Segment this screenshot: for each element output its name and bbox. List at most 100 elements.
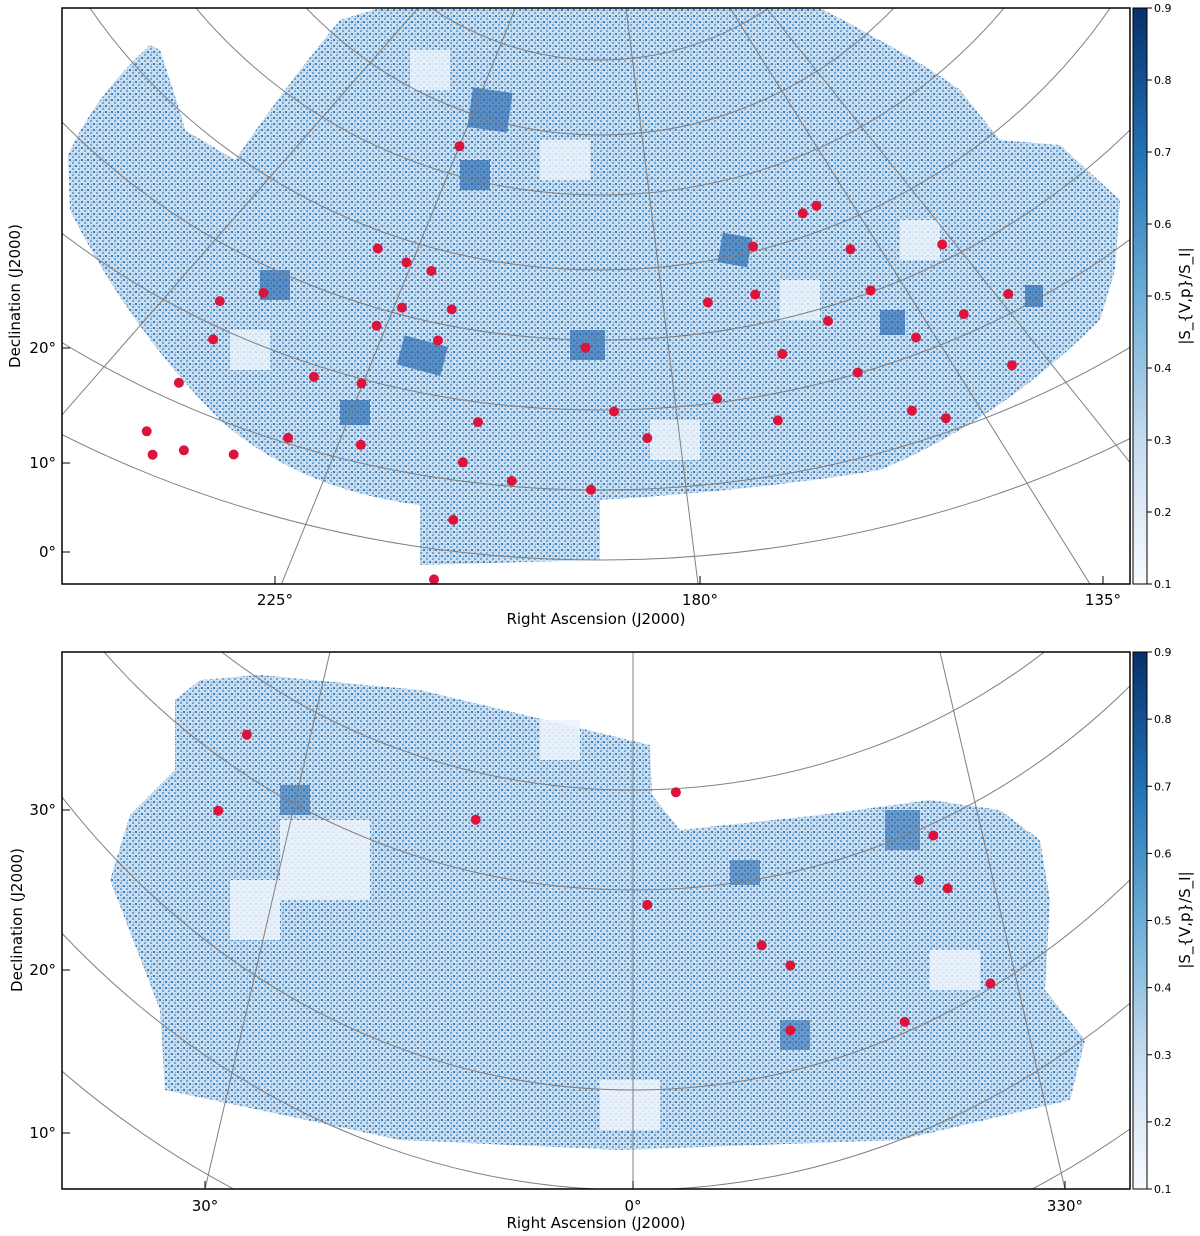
- colorbar-tick-label: 0.4: [1154, 362, 1172, 375]
- source-marker: [446, 304, 457, 315]
- colorbar-tick-label: 0.1: [1154, 1183, 1172, 1196]
- colorbar-tick-label: 0.3: [1154, 434, 1172, 447]
- source-marker: [865, 285, 876, 296]
- source-marker: [750, 289, 761, 300]
- bottom-dark-patches: [280, 785, 920, 1050]
- source-marker: [942, 883, 953, 894]
- colorbar-tick-label: 0.7: [1154, 780, 1172, 793]
- source-marker: [937, 239, 948, 250]
- bottom-light-patches: [230, 720, 980, 1130]
- source-marker: [712, 393, 723, 404]
- colorbar-tick-label: 0.5: [1154, 290, 1172, 303]
- source-marker: [940, 413, 951, 424]
- source-marker: [470, 814, 481, 825]
- top-panel: 225° 180° 135° 20° 10° 0° Right Ascensio…: [6, 2, 1195, 628]
- source-marker: [429, 574, 439, 584]
- top-survey-footprint: [68, 8, 1120, 565]
- source-marker: [702, 297, 713, 308]
- source-marker: [785, 960, 796, 971]
- source-marker: [173, 377, 184, 388]
- top-sky-map: [62, 8, 1130, 584]
- source-marker: [355, 439, 366, 450]
- source-marker: [214, 296, 225, 307]
- source-marker: [1003, 289, 1014, 299]
- colorbar-tick-label: 0.2: [1154, 1116, 1172, 1129]
- top-ytick-label: 0°: [39, 543, 56, 561]
- source-marker: [241, 729, 252, 740]
- bottom-axes-frame: [61, 651, 1131, 1190]
- bottom-survey-footprint: [110, 675, 1085, 1150]
- bottom-x-ticks: 30° 0° 330°: [192, 1181, 1083, 1215]
- source-marker: [506, 476, 517, 486]
- source-marker: [797, 208, 808, 219]
- source-marker: [178, 445, 189, 456]
- bottom-y-axis-label: Declination (J2000): [8, 848, 26, 992]
- source-marker: [823, 316, 833, 326]
- bottom-colorbar: 0.1 0.2 0.3 0.4 0.5 0.6 0.7 0.8 0.9 |S_{V,p}/S_I…: [1132, 646, 1195, 1196]
- colorbar-tick-label: 0.6: [1154, 218, 1172, 231]
- source-marker: [454, 141, 465, 152]
- source-marker: [748, 241, 759, 252]
- source-marker: [907, 405, 917, 416]
- source-marker: [1007, 360, 1017, 371]
- source-marker: [914, 875, 924, 885]
- bottom-colorbar-label: |S_{V,p}/S_I|: [1176, 871, 1195, 968]
- top-grid: [62, 8, 1130, 584]
- source-marker: [372, 243, 383, 254]
- top-source-markers: [141, 141, 1017, 584]
- source-marker: [911, 332, 921, 343]
- source-marker: [811, 200, 822, 211]
- source-marker: [580, 342, 591, 353]
- colorbar-tick-label: 0.9: [1154, 646, 1172, 659]
- colorbar-tick-label: 0.7: [1154, 146, 1172, 159]
- bottom-ytick-label: 30°: [29, 801, 56, 819]
- colorbar-tick-label: 0.9: [1154, 2, 1172, 15]
- source-marker: [457, 457, 468, 468]
- colorbar-tick-label: 0.1: [1154, 578, 1172, 591]
- top-colorbar-label: |S_{V,p}/S_I|: [1176, 247, 1195, 344]
- bottom-x-axis-label: Right Ascension (J2000): [506, 1214, 685, 1232]
- bottom-xtick-label: 0°: [624, 1197, 641, 1215]
- bottom-xtick-label: 30°: [192, 1197, 219, 1215]
- source-marker: [213, 805, 224, 816]
- colorbar-tick-label: 0.3: [1154, 1049, 1172, 1062]
- bottom-source-markers: [213, 729, 996, 1036]
- bottom-y-ticks: 30° 20° 10°: [29, 801, 70, 1142]
- source-marker: [283, 432, 293, 443]
- top-x-axis-label: Right Ascension (J2000): [506, 610, 685, 628]
- colorbar-tick-label: 0.6: [1154, 847, 1172, 860]
- source-marker: [928, 830, 939, 841]
- source-marker: [426, 266, 437, 276]
- source-marker: [985, 978, 996, 989]
- bottom-xtick-label: 330°: [1047, 1197, 1083, 1215]
- top-xtick-label: 225°: [257, 591, 293, 609]
- top-xtick-label: 180°: [682, 591, 718, 609]
- source-marker: [141, 426, 152, 437]
- source-marker: [777, 348, 788, 359]
- source-marker: [642, 433, 653, 444]
- top-axes-frame: [61, 7, 1131, 585]
- bottom-colorbar-bar: [1132, 651, 1148, 1190]
- source-marker: [756, 940, 767, 951]
- bottom-colorbar-ticks: 0.1 0.2 0.3 0.4 0.5 0.6 0.7 0.8 0.9: [1147, 646, 1172, 1196]
- source-marker: [208, 334, 219, 345]
- source-marker: [772, 415, 783, 426]
- source-marker: [397, 302, 407, 313]
- colorbar-tick-label: 0.5: [1154, 915, 1172, 928]
- top-y-ticks: 20° 10° 0°: [29, 339, 70, 561]
- top-colorbar-bar: [1132, 7, 1148, 585]
- source-marker: [586, 484, 596, 495]
- top-colorbar: 0.1 0.2 0.3 0.4 0.5 0.6 0.7 0.8 0.9 |S_{V,p}/S_I…: [1132, 2, 1195, 591]
- source-marker: [308, 371, 319, 382]
- bottom-ytick-label: 20°: [29, 961, 56, 979]
- top-colorbar-ticks: 0.1 0.2 0.3 0.4 0.5 0.6 0.7 0.8 0.9: [1147, 2, 1172, 591]
- source-marker: [670, 787, 681, 798]
- source-marker: [958, 309, 969, 320]
- top-ytick-label: 20°: [29, 339, 56, 357]
- top-light-patches: [230, 50, 940, 460]
- top-ytick-label: 10°: [29, 454, 56, 472]
- top-x-ticks: 225° 180° 135°: [257, 576, 1121, 609]
